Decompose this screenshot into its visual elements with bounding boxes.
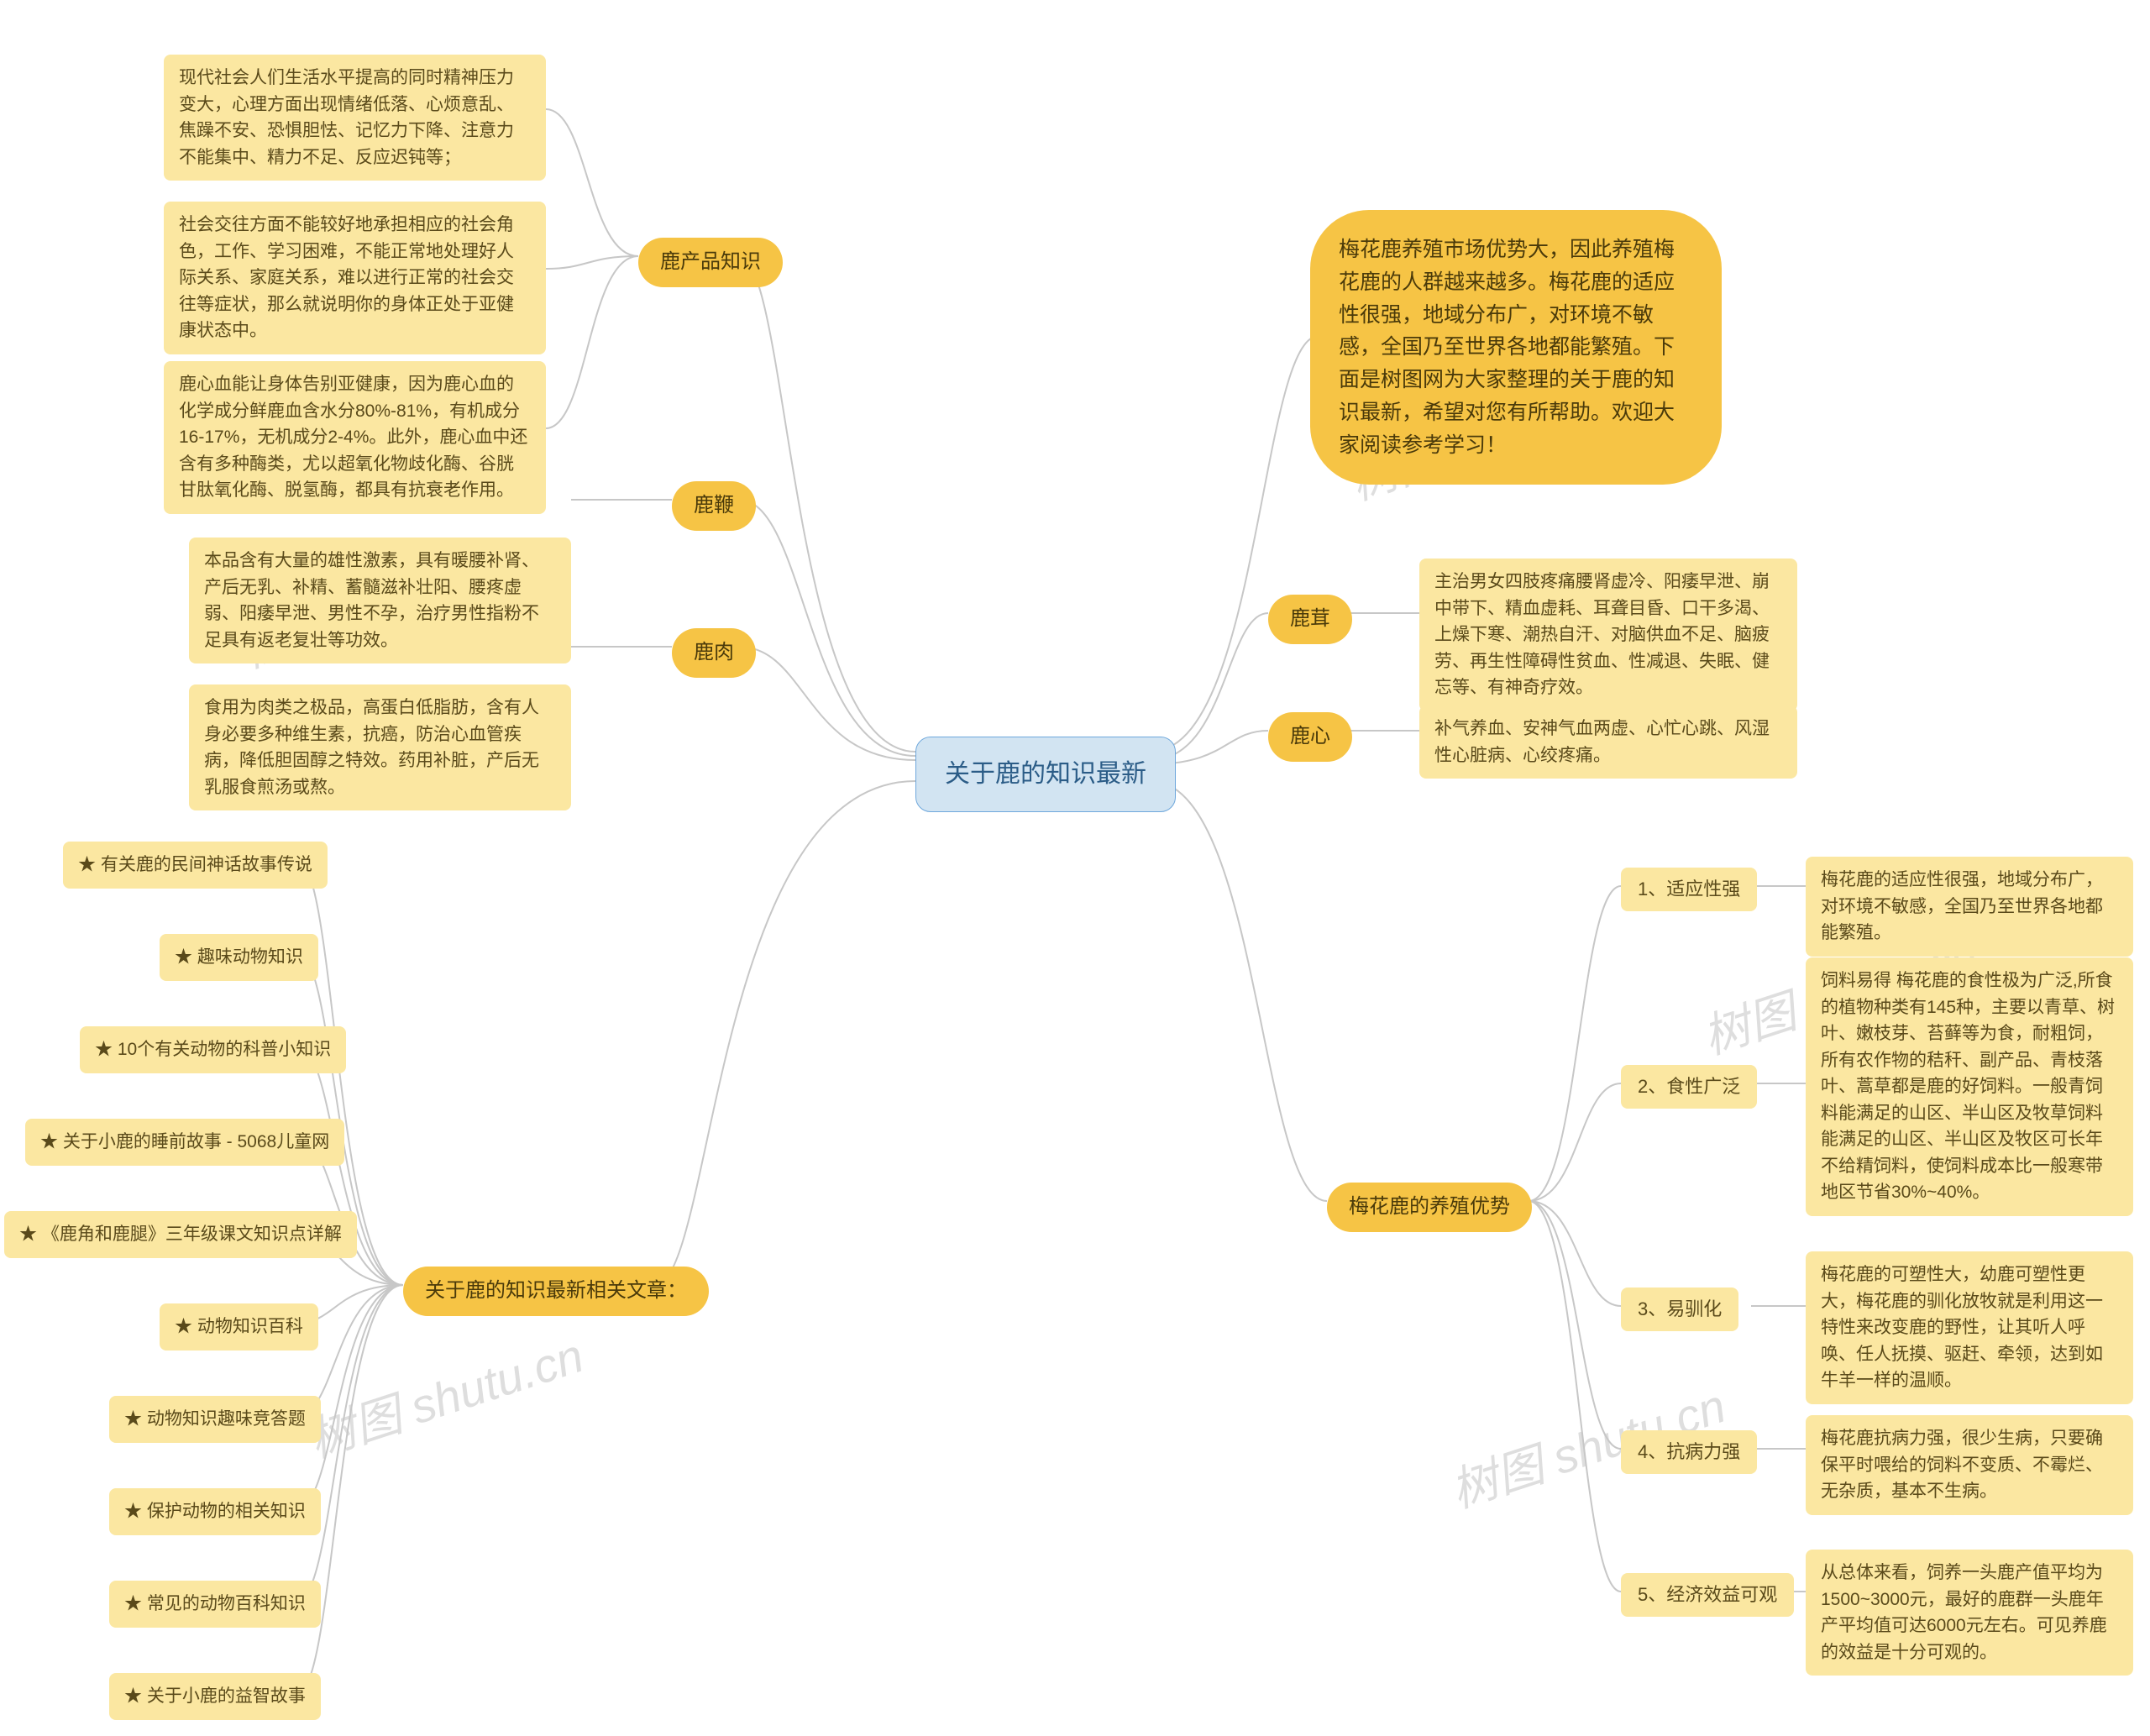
leaf-product-2: 鹿心血能让身体告别亚健康，因为鹿心血的化学成分鲜鹿血含水分80%-81%，有机成… xyxy=(164,361,546,514)
leaf-heart: 补气养血、安神气血两虚、心忙心跳、风湿性心脏病、心绞疼痛。 xyxy=(1419,705,1797,779)
branch-product[interactable]: 鹿产品知识 xyxy=(638,238,783,287)
intro-node[interactable]: 梅花鹿养殖市场优势大，因此养殖梅花鹿的人群越来越多。梅花鹿的适应性很强，地域分布… xyxy=(1310,210,1722,485)
watermark: 树图 shutu.cn xyxy=(299,1319,591,1471)
article-item-0[interactable]: ★ 有关鹿的民间神话故事传说 xyxy=(63,842,328,889)
article-item-3[interactable]: ★ 关于小鹿的睡前故事 - 5068儿童网 xyxy=(25,1119,344,1166)
article-item-4[interactable]: ★ 《鹿角和鹿腿》三年级课文知识点详解 xyxy=(4,1211,357,1258)
branch-antler[interactable]: 鹿茸 xyxy=(1268,595,1352,644)
article-item-5[interactable]: ★ 动物知识百科 xyxy=(160,1303,318,1351)
article-item-6[interactable]: ★ 动物知识趣味竞答题 xyxy=(109,1396,321,1443)
leaf-product-1: 社会交往方面不能较好地承担相应的社会角色，工作、学习困难，不能正常地处理好人际关… xyxy=(164,202,546,354)
article-item-8[interactable]: ★ 常见的动物百科知识 xyxy=(109,1581,321,1628)
leaf-product-0: 现代社会人们生活水平提高的同时精神压力变大，心理方面出现情绪低落、心烦意乱、焦躁… xyxy=(164,55,546,181)
sub-farming-0[interactable]: 1、适应性强 xyxy=(1621,868,1757,911)
article-item-1[interactable]: ★ 趣味动物知识 xyxy=(160,934,318,981)
leaf-farming-3: 梅花鹿抗病力强，很少生病，只要确保平时喂给的饲料不变质、不霉烂、无杂质，基本不生… xyxy=(1806,1415,2133,1515)
center-node[interactable]: 关于鹿的知识最新 xyxy=(915,737,1176,812)
branch-articles[interactable]: 关于鹿的知识最新相关文章： xyxy=(403,1267,709,1316)
branch-whip[interactable]: 鹿鞭 xyxy=(672,481,756,531)
sub-farming-4[interactable]: 5、经济效益可观 xyxy=(1621,1573,1794,1617)
leaf-whip: 本品含有大量的雄性激素，具有暖腰补肾、产后无乳、补精、蓄髓滋补壮阳、腰疼虚弱、阳… xyxy=(189,538,571,663)
sub-farming-1[interactable]: 2、食性广泛 xyxy=(1621,1065,1757,1109)
leaf-farming-0: 梅花鹿的适应性很强，地域分布广，对环境不敏感，全国乃至世界各地都能繁殖。 xyxy=(1806,857,2133,957)
article-item-9[interactable]: ★ 关于小鹿的益智故事 xyxy=(109,1673,321,1720)
article-item-7[interactable]: ★ 保护动物的相关知识 xyxy=(109,1488,321,1535)
branch-meat[interactable]: 鹿肉 xyxy=(672,628,756,678)
sub-farming-3[interactable]: 4、抗病力强 xyxy=(1621,1430,1757,1474)
branch-heart[interactable]: 鹿心 xyxy=(1268,712,1352,762)
leaf-farming-2: 梅花鹿的可塑性大，幼鹿可塑性更大，梅花鹿的驯化放牧就是利用这一特性来改变鹿的野性… xyxy=(1806,1251,2133,1404)
leaf-meat: 食用为肉类之极品，高蛋白低脂肪，含有人身必要多种维生素，抗癌，防治心血管疾病，降… xyxy=(189,684,571,810)
sub-farming-2[interactable]: 3、易驯化 xyxy=(1621,1288,1738,1331)
leaf-farming-1: 饲料易得 梅花鹿的食性极为广泛,所食的植物种类有145种，主要以青草、树叶、嫩枝… xyxy=(1806,957,2133,1216)
article-item-2[interactable]: ★ 10个有关动物的科普小知识 xyxy=(80,1026,346,1073)
leaf-farming-4: 从总体来看，饲养一头鹿产值平均为1500~3000元，最好的鹿群一头鹿年产平均值… xyxy=(1806,1550,2133,1676)
leaf-antler: 主治男女四肢疼痛腰肾虚冷、阳痿早泄、崩中带下、精血虚耗、耳聋目昏、口干多渴、上燥… xyxy=(1419,559,1797,711)
branch-farming[interactable]: 梅花鹿的养殖优势 xyxy=(1327,1183,1532,1232)
